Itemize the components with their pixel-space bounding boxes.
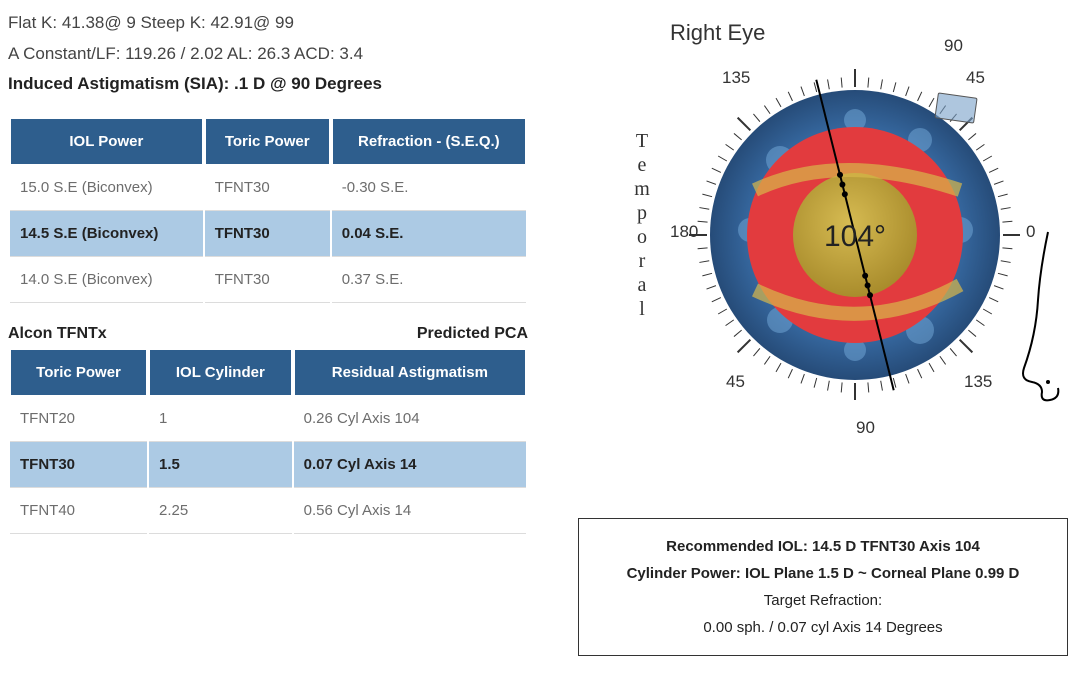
rec-target-value: 0.00 sph. / 0.07 cyl Axis 14 Degrees (585, 614, 1061, 641)
table-row[interactable]: TFNT20 1 0.26 Cyl Axis 104 (10, 396, 526, 442)
col-residual: Residual Astigmatism (294, 349, 526, 396)
tick-180: 180 (670, 222, 698, 242)
tick-135: 135 (722, 68, 750, 88)
induced-astigmatism: Induced Astigmatism (SIA): .1 D @ 90 Deg… (8, 69, 536, 100)
table-row[interactable]: TFNT30 1.5 0.07 Cyl Axis 14 (10, 442, 526, 488)
col-toric-power: Toric Power (205, 118, 330, 165)
col-refraction: Refraction - (S.E.Q.) (332, 118, 526, 165)
left-panel: Flat K: 41.38@ 9 Steep K: 42.91@ 99 A Co… (0, 0, 540, 684)
right-panel: Right Eye Temporal (540, 0, 1080, 684)
tick-90-bottom: 90 (856, 418, 875, 438)
toric-power-table: Toric Power IOL Cylinder Residual Astigm… (8, 349, 528, 534)
table-row[interactable]: TFNT40 2.25 0.56 Cyl Axis 14 (10, 488, 526, 534)
recommendation-box: Recommended IOL: 14.5 D TFNT30 Axis 104 … (578, 518, 1068, 656)
constant-al-acd: A Constant/LF: 119.26 / 2.02 AL: 26.3 AC… (8, 39, 536, 70)
col-iol-cyl: IOL Cylinder (149, 349, 292, 396)
col-iol-power: IOL Power (10, 118, 203, 165)
tick-45: 45 (966, 68, 985, 88)
eye-diagram: 104° 90 135 45 180 0 45 135 90 (660, 40, 1020, 400)
sub-title: Alcon TFNTx Predicted PCA (8, 325, 528, 343)
rec-cyl: Cylinder Power: IOL Plane 1.5 D ~ Cornea… (585, 560, 1061, 587)
table-row[interactable]: 15.0 S.E (Biconvex) TFNT30 -0.30 S.E. (10, 165, 526, 211)
predicted-pca-label: Predicted PCA (417, 325, 528, 343)
incision-notch-icon (934, 92, 977, 123)
tick-90-top: 90 (944, 36, 963, 56)
temporal-label: Temporal (630, 130, 654, 322)
table-row[interactable]: 14.5 S.E (Biconvex) TFNT30 0.04 S.E. (10, 211, 526, 257)
rec-iol: Recommended IOL: 14.5 D TFNT30 Axis 104 (585, 533, 1061, 560)
iol-power-table: IOL Power Toric Power Refraction - (S.E.… (8, 118, 528, 303)
tick-45-bottom: 45 (726, 372, 745, 392)
table-row[interactable]: 14.0 S.E (Biconvex) TFNT30 0.37 S.E. (10, 257, 526, 303)
flat-steep-k: Flat K: 41.38@ 9 Steep K: 42.91@ 99 (8, 8, 536, 39)
tick-135-bottom: 135 (964, 372, 992, 392)
col-toric: Toric Power (10, 349, 147, 396)
center-degree: 104° (824, 220, 886, 253)
rec-target-label: Target Refraction: (585, 587, 1061, 614)
alcon-label: Alcon TFNTx (8, 325, 107, 343)
nose-icon (1018, 230, 1074, 410)
